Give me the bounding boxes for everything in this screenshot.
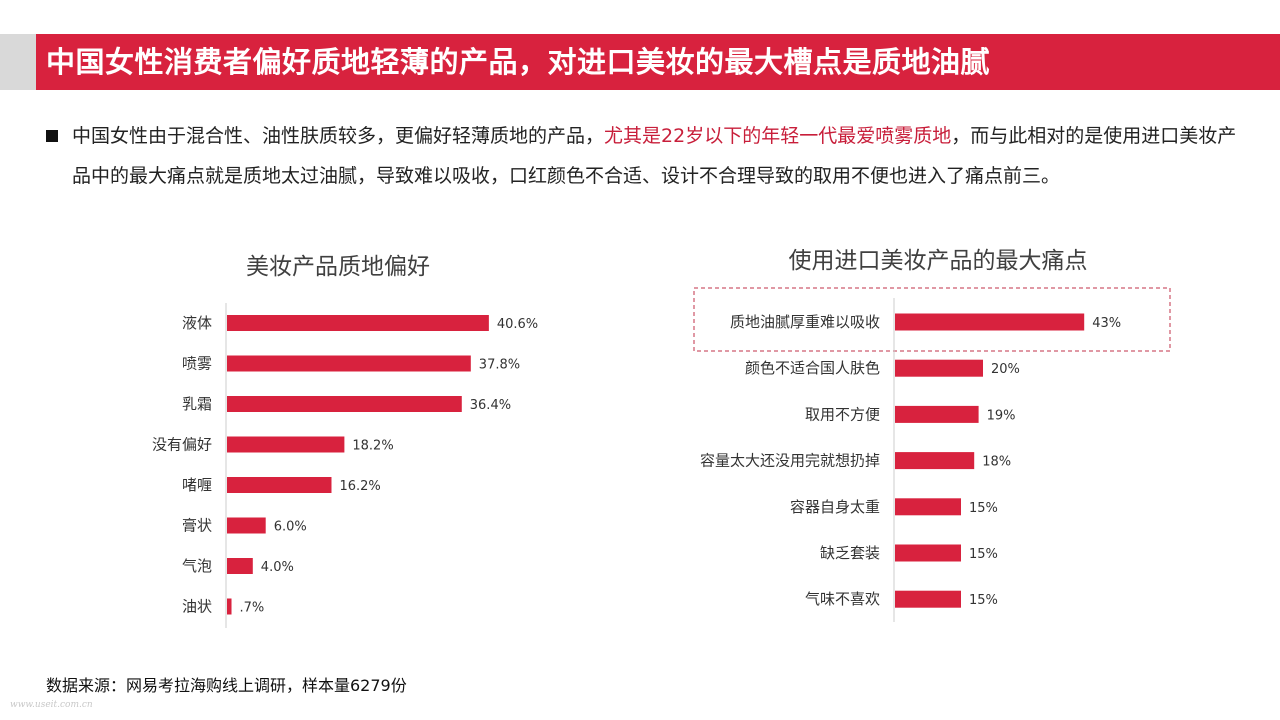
texture-category-label: 气泡 [182,557,212,575]
pain-value-label: 18% [982,455,1011,470]
pain-bar [895,590,961,608]
texture-value-label: 6.0% [274,520,307,535]
intro-paragraph: 中国女性由于混合性、油性肤质较多，更偏好轻薄质地的产品，尤其是22岁以下的年轻一… [72,116,1242,196]
pain-value-label: 15% [969,547,998,562]
pain-category-label: 取用不方便 [805,405,880,423]
pain-bar [895,359,983,377]
pain-category-label: 气味不喜欢 [805,590,880,608]
pain-category-label: 缺乏套装 [820,544,880,562]
texture-bar [227,598,232,615]
texture-bar [227,517,266,534]
intro-highlight: 尤其是22岁以下的年轻一代最爱喷雾质地 [604,125,952,147]
page-title: 中国女性消费者偏好质地轻薄的产品，对进口美妆的最大槽点是质地油腻 [46,45,991,79]
pain-bar [895,313,1085,331]
pain-chart-title: 使用进口美妆产品的最大痛点 [789,248,1088,274]
watermark: www.useit.com.cn [10,700,93,710]
pain-value-label: 43% [1092,316,1121,331]
pain-bar [895,405,979,423]
pain-category-label: 颜色不适合国人肤色 [745,359,880,377]
texture-category-label: 没有偏好 [152,436,212,454]
bullet-square-icon [46,130,58,142]
texture-bar [227,558,253,574]
texture-value-label: 36.4% [470,398,511,413]
intro-text-part1: 中国女性由于混合性、油性肤质较多，更偏好轻薄质地的产品， [72,125,605,147]
header-bar [36,34,1280,90]
pain-category-label: 质地油腻厚重难以吸收 [730,313,880,331]
texture-value-label: 16.2% [339,479,380,494]
pain-category-label: 容量太大还没用完就想扔掉 [700,452,880,470]
texture-category-label: 膏状 [182,517,212,535]
texture-bar [227,355,471,372]
texture-bar [227,477,332,493]
texture-category-label: 油状 [182,598,212,616]
texture-bar [227,315,489,331]
pain-bar [895,544,961,562]
texture-chart-title: 美妆产品质地偏好 [246,254,430,280]
texture-value-label: .7% [240,601,265,616]
pain-bar [895,498,961,516]
intro-text-part2: ，而与此相对的是使用进口美妆产品中的最大痛点就是质地太过油腻，导致难以吸收，口红… [72,125,1237,187]
pain-highlight-box [693,287,1171,352]
pain-value-label: 20% [991,362,1020,377]
texture-bar [227,396,462,412]
texture-category-label: 乳霜 [182,395,212,413]
header-accent-block [0,34,36,90]
pain-value-label: 15% [969,593,998,608]
texture-value-label: 18.2% [352,439,393,454]
texture-value-label: 40.6% [497,317,538,332]
pain-value-label: 19% [987,408,1016,423]
texture-category-label: 喷雾 [182,355,212,373]
data-source-note: 数据来源：网易考拉海购线上调研，样本量6279份 [46,676,407,695]
texture-category-label: 啫喱 [182,476,212,494]
texture-value-label: 37.8% [479,358,520,373]
texture-value-label: 4.0% [261,560,294,575]
texture-category-label: 液体 [182,314,212,332]
pain-bar [895,452,975,470]
texture-bar [227,436,345,453]
pain-category-label: 容器自身太重 [790,498,880,516]
pain-value-label: 15% [969,501,998,516]
